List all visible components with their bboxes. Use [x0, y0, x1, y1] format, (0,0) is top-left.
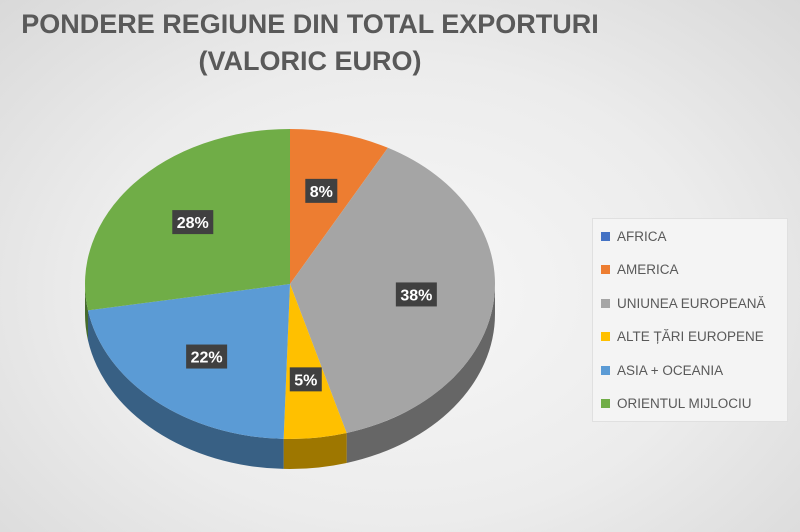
- legend-label: ASIA + OCEANIA: [617, 362, 724, 378]
- data-label-orientul-mijlociu: 28%: [172, 210, 214, 235]
- data-label-america: 8%: [305, 178, 338, 203]
- pie-slice-alte-tari-europene: [283, 284, 347, 439]
- pie-side-uniunea-europeana: [346, 284, 495, 463]
- chart-title: PONDERE REGIUNE DIN TOTAL EXPORTURI (VAL…: [0, 6, 620, 80]
- pie-slice-uniunea-europeana: [290, 147, 495, 433]
- legend-swatch: [601, 265, 610, 274]
- legend-label: AMERICA: [617, 262, 679, 277]
- pie-data-labels: 8% 38% 5% 22% 28%: [172, 178, 437, 392]
- data-label-text: 5%: [294, 372, 317, 389]
- data-label-box: [289, 367, 322, 392]
- pie-side-asia-oceania: [87, 310, 284, 469]
- legend-swatch: [601, 365, 610, 375]
- legend-swatch: [601, 399, 610, 408]
- data-label-box: [186, 344, 228, 369]
- pie-side-alte-tari-europene: [283, 432, 347, 469]
- legend-item-orientul-mijlociu: ORIENTUL MIJLOCIU: [601, 394, 752, 414]
- legend-item-africa: AFRICA: [601, 226, 667, 246]
- data-label-uniunea-europeana: 38%: [395, 282, 437, 307]
- data-label-box: [395, 282, 437, 307]
- legend-label: AFRICA: [617, 228, 667, 244]
- legend-item-alte-tari-europene: ALTE ȚĂRI EUROPENE: [601, 327, 764, 347]
- legend-item-asia-oceania: ASIA + OCEANIA: [601, 360, 723, 380]
- legend-swatch: [601, 231, 610, 241]
- legend-label: UNIUNEA EUROPEANĂ: [617, 295, 766, 311]
- legend-label: ORIENTUL MIJLOCIU: [617, 396, 752, 411]
- legend-swatch: [601, 298, 610, 308]
- data-label-asia-oceania: 22%: [186, 344, 228, 369]
- data-label-text: 8%: [310, 184, 333, 201]
- pie-slice-america: [290, 129, 388, 284]
- legend-item-uniunea-europeana: UNIUNEA EUROPEANĂ: [601, 293, 766, 313]
- data-label-alte-tari-europene: 5%: [289, 367, 322, 392]
- legend-label: ALTE ȚĂRI EUROPENE: [617, 329, 764, 344]
- legend-item-america: AMERICA: [601, 260, 679, 280]
- legend-swatch: [601, 332, 610, 341]
- pie-side-orientul-mijlociu: [85, 284, 88, 341]
- data-label-box: [172, 210, 214, 235]
- data-label-text: 28%: [177, 215, 209, 232]
- pie-slices: [84, 129, 495, 439]
- data-label-text: 22%: [191, 350, 223, 367]
- chart-title-line-1: PONDERE REGIUNE DIN TOTAL EXPORTURI: [21, 9, 599, 39]
- chart-title-line-2: (VALORIC EURO): [198, 46, 422, 76]
- pie-side-walls: [85, 284, 495, 469]
- chart-legend: AFRICA AMERICA UNIUNEA EUROPEANĂ ALTE ȚĂRI …: [592, 218, 788, 422]
- data-label-text: 38%: [400, 287, 432, 304]
- data-label-box: [305, 178, 338, 203]
